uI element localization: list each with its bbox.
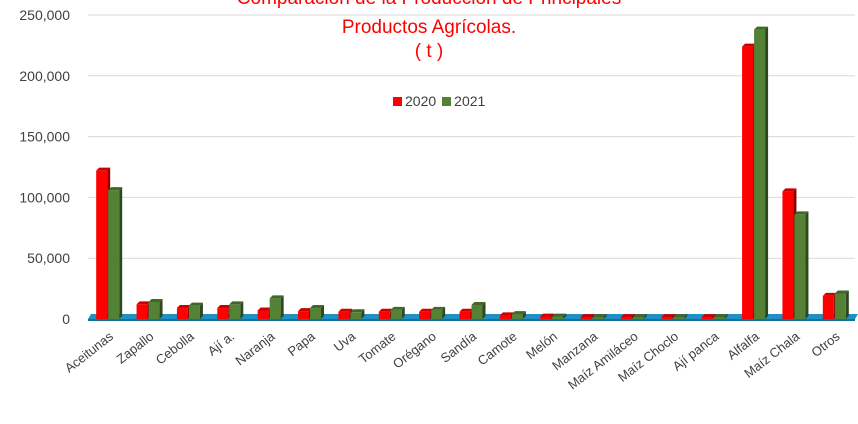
legend-swatch-2020 — [393, 97, 402, 106]
bar-2021-Orégano — [431, 306, 446, 319]
x-tick-label: Uva — [331, 328, 359, 355]
x-tick-label: Sandía — [438, 328, 480, 366]
y-tick-label: 150,000 — [19, 129, 70, 145]
bar-2020-Zapallo — [136, 301, 151, 319]
y-axis-ticks: 0 50,000 100,000 150,000 200,000 250,000 — [19, 7, 70, 327]
x-tick-label: Orégano — [390, 329, 439, 372]
floor-edge — [88, 319, 855, 321]
legend-label-2020: 2020 — [405, 93, 437, 109]
bar-2021-Maíz Amiláceo — [632, 314, 647, 319]
bar-2020-Naranja — [257, 307, 272, 319]
gridlines — [88, 14, 855, 259]
bar-2021-Maíz Choclo — [673, 314, 688, 319]
y-tick-label: 50,000 — [27, 250, 70, 266]
bar-2021-Camote — [511, 311, 526, 319]
bar-2021-Zapallo — [148, 298, 163, 319]
bar-2021-Ají panca — [713, 314, 728, 319]
bar-2021-Ají a. — [229, 301, 244, 319]
bar-2021-Aceitunas — [108, 187, 123, 319]
bar-2020-Aceitunas — [96, 167, 111, 319]
bar-2021-Maíz Chala — [794, 211, 809, 319]
x-tick-label: Cebolla — [153, 328, 198, 367]
x-tick-label: Naranja — [232, 328, 278, 368]
legend-item-2020: 2020 — [393, 93, 436, 109]
x-tick-label: Ají panca — [670, 328, 723, 374]
bar-2020-Camote — [499, 312, 514, 319]
bar-2021-Otros — [834, 290, 849, 319]
bar-2020-Ají panca — [701, 314, 716, 319]
bar-2020-Manzana — [580, 314, 595, 319]
chart-title-line-1: Comparación de la Producción de Principa… — [0, 0, 858, 10]
x-tick-label: Maíz Amiláceo — [565, 329, 641, 393]
bar-2021-Sandía — [471, 302, 486, 319]
bar-2020-Sandía — [459, 308, 474, 319]
legend-label-2021: 2021 — [454, 93, 486, 109]
chart-title-line-3: ( t ) — [414, 41, 444, 62]
x-tick-label: Zapallo — [114, 329, 157, 367]
bar-2020-Orégano — [419, 308, 434, 319]
bar-2021-Uva — [350, 309, 365, 319]
bar-2021-Cebolla — [188, 302, 203, 319]
bar-2020-Ají a. — [217, 305, 232, 319]
bar-2020-Maíz Choclo — [661, 314, 676, 319]
bar-2020-Tomate — [378, 308, 393, 319]
x-tick-label: Papa — [285, 328, 319, 359]
x-tick-label: Camote — [475, 329, 520, 369]
y-tick-label: 250,000 — [19, 7, 70, 23]
bar-2021-Naranja — [269, 295, 284, 319]
bar-2021-Papa — [310, 305, 325, 319]
bar-2020-Alfalfa — [742, 43, 757, 320]
y-tick-label: 200,000 — [19, 68, 70, 84]
legend: 2020 2021 — [393, 93, 485, 109]
legend-swatch-2021 — [442, 97, 452, 106]
x-tick-label: Otros — [808, 328, 843, 360]
bar-2021-Alfalfa — [754, 26, 769, 319]
chart-title-line-2: Productos Agrícolas. — [341, 17, 517, 38]
y-tick-label: 0 — [62, 311, 70, 327]
bar-2020-Cebolla — [176, 305, 191, 319]
bar-2020-Maíz Chala — [782, 188, 797, 319]
x-tick-label: Ají a. — [205, 329, 238, 359]
bar-2020-Maíz Amiláceo — [620, 314, 635, 319]
bar-2021-Manzana — [592, 314, 607, 319]
bars — [96, 26, 849, 320]
bar-2020-Uva — [338, 308, 353, 319]
legend-item-2021: 2021 — [442, 93, 485, 109]
bar-2021-Melón — [552, 313, 567, 319]
bar-2020-Papa — [298, 308, 313, 319]
bar-2020-Otros — [822, 292, 837, 319]
y-tick-label: 100,000 — [19, 189, 70, 205]
x-tick-label: Aceitunas — [62, 328, 117, 375]
bar-2021-Tomate — [390, 306, 405, 319]
